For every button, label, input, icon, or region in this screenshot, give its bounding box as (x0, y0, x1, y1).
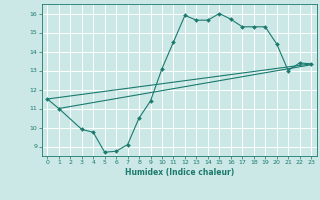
X-axis label: Humidex (Indice chaleur): Humidex (Indice chaleur) (124, 168, 234, 177)
